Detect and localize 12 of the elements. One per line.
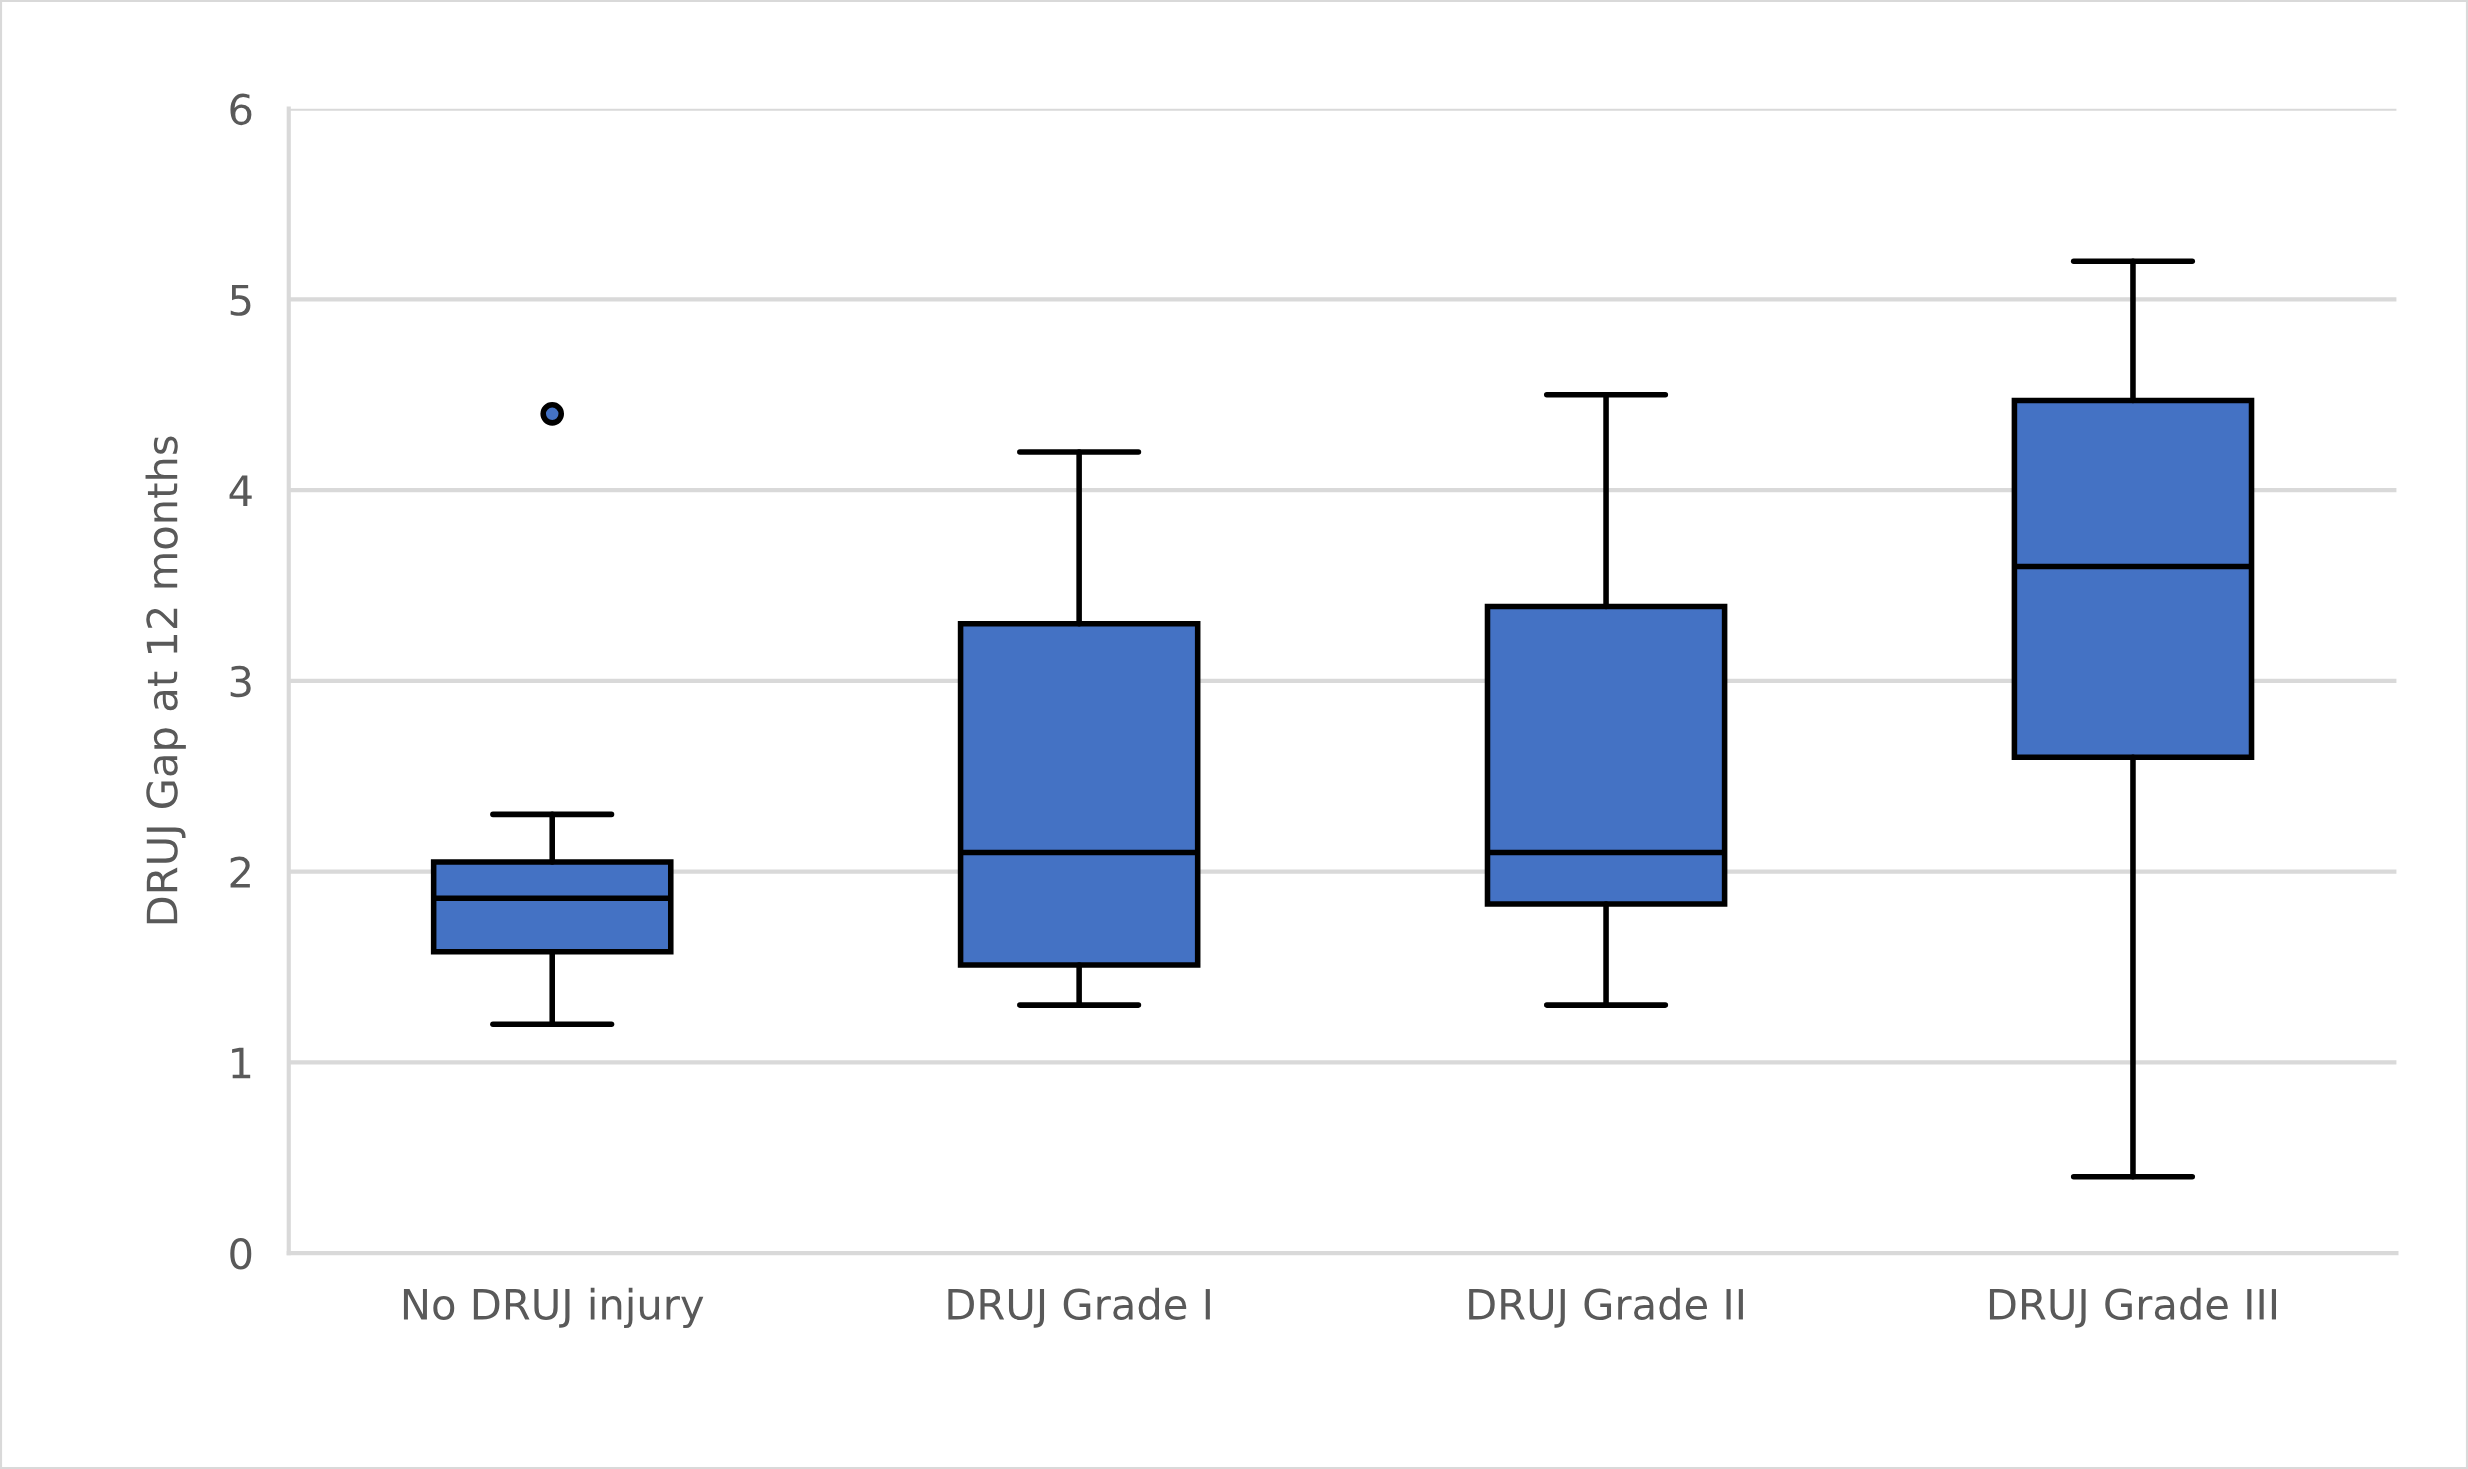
y-tick-label: 4 (229, 475, 252, 506)
y-tick-label: 2 (230, 856, 250, 888)
y-tick-label: 3 (230, 665, 251, 698)
y-tick-label: 1 (232, 1047, 251, 1079)
x-tick-label: No DRUJ injury (403, 1287, 704, 1329)
y-tick-label: 0 (230, 1237, 252, 1270)
y-tick-label: 6 (230, 93, 252, 126)
y-axis-title: DRUJ Gap at 12 months (145, 436, 186, 924)
x-tick-label: DRUJ Grade III (1989, 1287, 2276, 1328)
y-tick-label: 5 (230, 284, 251, 316)
x-tick-label: DRUJ Grade I (948, 1287, 1210, 1328)
x-tick-label: DRUJ Grade II (1469, 1287, 1743, 1328)
